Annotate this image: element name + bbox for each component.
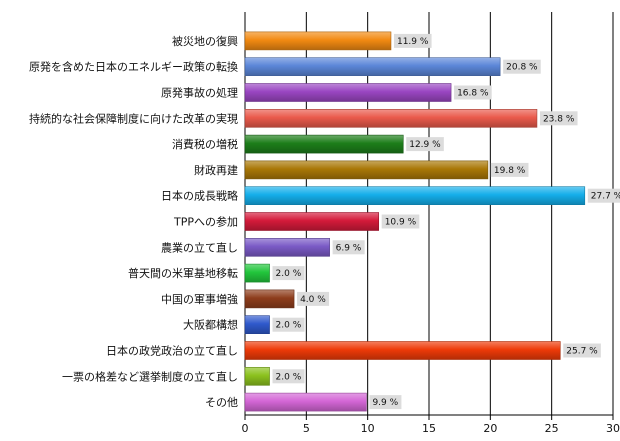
category-label: 一票の格差など選挙制度の立て直し [62, 369, 238, 383]
bar [244, 109, 538, 128]
category-label: 日本の政党政治の立て直し [106, 344, 238, 358]
value-label: 2.0 % [276, 372, 302, 382]
bar [244, 315, 270, 335]
value-label: 4.0 % [300, 295, 326, 305]
bar [244, 186, 586, 205]
value-label-box [272, 369, 305, 384]
bar [244, 341, 561, 360]
value-label: 10.9 % [385, 218, 417, 228]
value-label: 27.7 % [591, 192, 620, 202]
category-label: 被災地の復興 [172, 35, 238, 48]
bar [244, 289, 295, 309]
bar [244, 238, 330, 257]
value-label: 25.7 % [566, 347, 598, 357]
value-label-box [406, 137, 444, 152]
value-label-box [369, 395, 402, 410]
bar [244, 134, 404, 154]
value-label-box [490, 162, 529, 177]
category-label: 原発事故の処理 [161, 86, 238, 100]
x-tick-label: 0 [242, 422, 249, 435]
category-label: その他 [205, 396, 238, 409]
bar [244, 57, 501, 77]
value-label-box [272, 266, 305, 281]
value-label: 12.9 % [409, 140, 441, 150]
bar [244, 366, 270, 386]
x-tick-label: 20 [483, 422, 497, 435]
bar [244, 31, 392, 51]
x-axis: 0 5 10 15 20 25 30 [242, 414, 620, 435]
bar [244, 160, 489, 180]
bars [244, 31, 586, 412]
value-label-box [454, 85, 492, 100]
value-label: 2.0 % [276, 321, 302, 331]
value-label: 16.8 % [457, 89, 489, 99]
value-labels: 11.9 % 20.8 % 16.8 % 23.8 % 12.9 % 19.8 % 27.7… [272, 33, 620, 410]
x-tick-label: 25 [545, 422, 559, 435]
x-tick-label: 5 [303, 422, 310, 435]
bar [244, 263, 270, 283]
value-label-box [381, 214, 420, 229]
value-label-box [563, 343, 601, 358]
value-label-box [297, 291, 330, 306]
x-tick-label: 15 [422, 422, 436, 435]
category-label: 大阪都構想 [183, 318, 238, 332]
category-label: 原発を含めた日本のエネルギー政策の転換 [29, 60, 238, 74]
x-tick-label: 10 [361, 422, 375, 435]
value-label: 23.8 % [543, 114, 575, 124]
category-label: 日本の成長戦略 [161, 189, 238, 203]
category-label: 普天間の米軍基地移転 [128, 266, 238, 280]
value-label-box [539, 111, 578, 126]
category-label: 消費税の増税 [172, 137, 238, 151]
category-label: 農業の立て直し [161, 240, 238, 254]
value-label-box [587, 188, 620, 203]
bar [244, 212, 380, 231]
value-label-box [272, 317, 305, 332]
value-label-box [393, 33, 432, 48]
value-label: 9.9 % [372, 398, 398, 408]
category-labels: 被災地の復興原発を含めた日本のエネルギー政策の転換原発事故の処理持続的な社会保障… [29, 35, 238, 409]
value-label: 6.9 % [336, 243, 362, 253]
value-label-box [332, 240, 365, 255]
category-label: 財政再建 [194, 163, 238, 177]
bar [244, 392, 367, 412]
x-tick-label: 30 [606, 422, 620, 435]
value-label-box [503, 59, 541, 74]
bar [244, 83, 452, 102]
value-label: 20.8 % [506, 63, 538, 73]
category-label: TPPへの参加 [173, 215, 238, 229]
value-label: 11.9 % [397, 37, 429, 47]
value-label: 2.0 % [276, 269, 302, 279]
category-label: 持続的な社会保障制度に向けた改革の実現 [29, 111, 238, 125]
value-label: 19.8 % [494, 166, 526, 176]
category-label: 中国の軍事増強 [161, 293, 238, 306]
